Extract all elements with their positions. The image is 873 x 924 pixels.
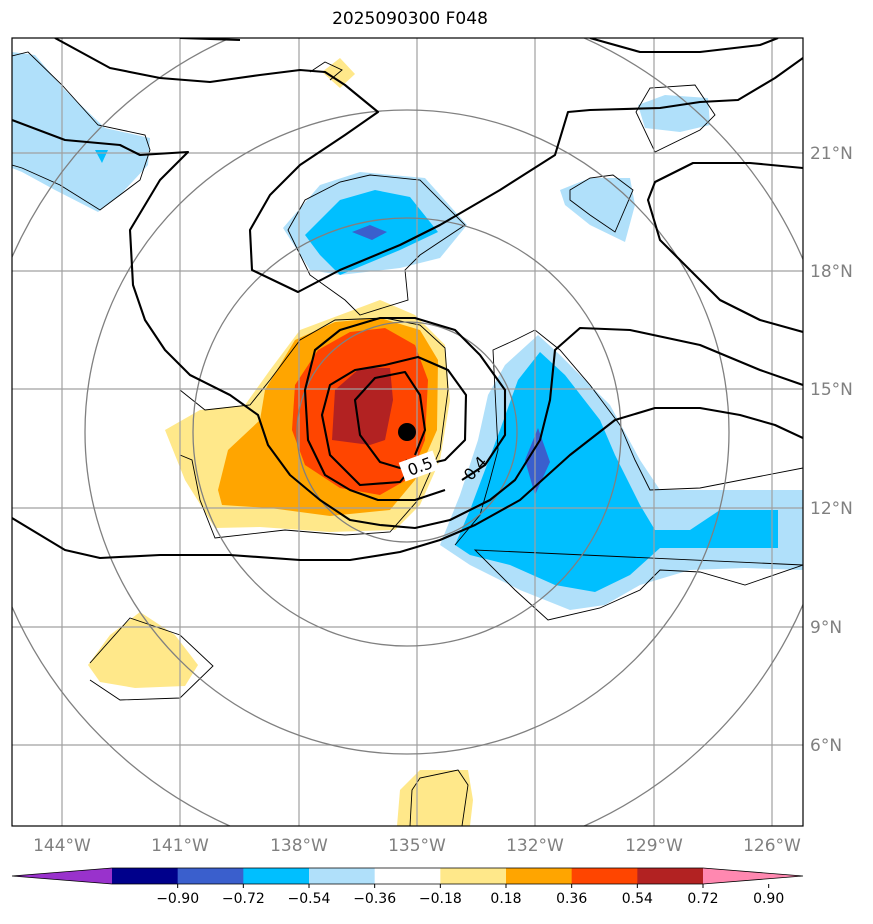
- map-frame: [11, 37, 804, 827]
- shade-firebrick: [332, 368, 393, 445]
- colorbar-bin: [309, 868, 376, 884]
- colorbar-tick-label: −0.90: [156, 891, 199, 907]
- colorbar-bin: [637, 868, 704, 884]
- colorbar-tick-label: 0.36: [556, 891, 587, 907]
- thick-contour-north-loop: [54, 38, 803, 294]
- colorbar: −0.90 −0.72 −0.54 −0.36 −0.18 0.18 0.36 0.54 0.7…: [11, 867, 804, 907]
- thin-contour-bottom: [409, 769, 469, 826]
- thin-contour-ne-2: [635, 84, 716, 153]
- colorbar-bin: [506, 868, 573, 884]
- thin-contour-east: [454, 329, 803, 621]
- lon-label-144w: 144°W: [33, 836, 91, 856]
- colorbar-tick-label: 0.18: [490, 891, 521, 907]
- colorbar-tick-label: 0.90: [753, 891, 784, 907]
- thick-contour-east-loop: [646, 161, 803, 334]
- thin-contour-north-top: [309, 61, 343, 81]
- thick-contour-04: [303, 316, 507, 502]
- colorbar-bin: [440, 868, 507, 884]
- thick-contour-main: [12, 119, 803, 530]
- lat-label-12n: 12°N: [810, 499, 853, 519]
- thick-contour-south: [12, 406, 803, 562]
- shade-light-yellow-sw: [88, 612, 198, 688]
- lon-label-129w: 129°W: [625, 836, 683, 856]
- thin-contour-ne-1: [569, 174, 634, 233]
- thin-contours: [12, 51, 803, 826]
- thin-contour-central: [179, 317, 449, 539]
- thick-contours: [12, 38, 803, 562]
- shade-royal-blue-north: [352, 225, 387, 240]
- shade-royal-blue-east: [525, 428, 550, 495]
- colorbar-outline: [11, 867, 804, 885]
- lon-label-132w: 132°W: [506, 836, 564, 856]
- thin-contour-sw: [89, 617, 214, 701]
- colorbar-extend-low: [12, 868, 112, 884]
- thick-contour-top-right: [589, 38, 779, 54]
- lat-label-18n: 18°N: [810, 262, 853, 282]
- map-content: 0.5 0.4: [12, 38, 803, 826]
- thin-contour-nw: [12, 51, 151, 211]
- plot-title: 2025090300 F048: [332, 9, 488, 29]
- thick-contour-inner: [353, 370, 427, 470]
- thick-contour-05: [320, 355, 468, 487]
- latitude-labels: 21°N 18°N 15°N 12°N 9°N 6°N: [810, 144, 853, 756]
- colorbar-tick-label: −0.36: [353, 891, 396, 907]
- lat-label-15n: 15°N: [810, 380, 853, 400]
- lon-label-126w: 126°W: [743, 836, 801, 856]
- shade-light-blue-ne-1: [560, 178, 635, 242]
- storm-center-marker: [398, 423, 416, 441]
- colorbar-extend-high: [703, 868, 803, 884]
- lat-label-9n: 9°N: [810, 618, 842, 638]
- range-rings: [12, 38, 803, 826]
- lon-label-135w: 135°W: [388, 836, 446, 856]
- longitude-labels: 144°W 141°W 138°W 135°W 132°W 129°W 126°…: [33, 836, 801, 856]
- colorbar-tick-label: −0.72: [222, 891, 265, 907]
- thin-contour-north: [287, 174, 466, 316]
- colorbar-bin: [374, 868, 441, 884]
- negative-shading: [12, 52, 803, 610]
- colorbar-tick-label: 0.72: [687, 891, 718, 907]
- colorbar-tick-label: −0.18: [419, 891, 462, 907]
- colorbar-bin: [243, 868, 310, 884]
- colorbar-bin: [112, 868, 179, 884]
- lon-label-138w: 138°W: [270, 836, 328, 856]
- colorbar-tick-label: 0.54: [622, 891, 653, 907]
- lon-label-141w: 141°W: [151, 836, 209, 856]
- colorbar-tick-label: −0.54: [288, 891, 331, 907]
- graticule: [12, 38, 803, 826]
- shade-deep-blue-east: [455, 352, 778, 592]
- colorbar-bin: [177, 868, 244, 884]
- lat-label-21n: 21°N: [810, 144, 853, 164]
- shade-light-blue-nw: [12, 52, 150, 212]
- lat-label-6n: 6°N: [810, 736, 842, 756]
- colorbar-bin: [571, 868, 638, 884]
